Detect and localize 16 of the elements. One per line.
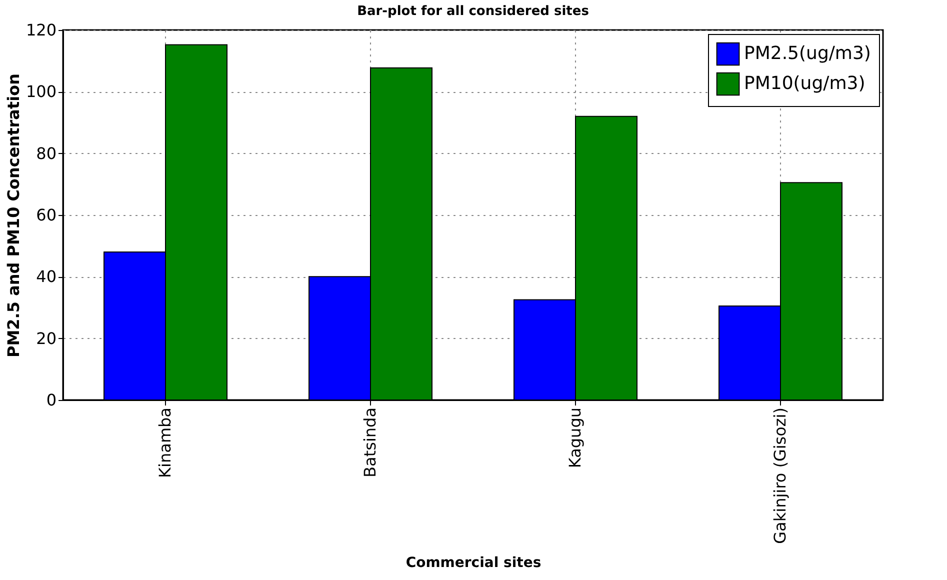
x-tick-label: Gakinjiro (Gisozi) xyxy=(770,408,790,544)
y-tick-label: 80 xyxy=(36,144,56,163)
x-axis-title: Commercial sites xyxy=(406,554,542,571)
y-tick-label: 100 xyxy=(26,82,56,102)
y-tick-label: 0 xyxy=(46,390,56,410)
y-tick-label: 20 xyxy=(36,328,56,348)
x-tick-label: Kinamba xyxy=(156,408,174,478)
x-tick-label: Kagugu xyxy=(566,408,584,468)
legend-label: PM10(ug/m3) xyxy=(744,73,866,94)
chart-title: Bar-plot for all considered sites xyxy=(357,4,590,19)
legend-label: PM2.5(ug/m3) xyxy=(744,43,871,64)
y-tick-label: 120 xyxy=(26,20,56,40)
y-tick-label: 40 xyxy=(36,267,56,286)
x-tick-label: Batsinda xyxy=(360,408,380,478)
y-axis-title: PM2.5 and PM10 Concentration xyxy=(4,74,23,358)
y-tick-label: 60 xyxy=(36,206,56,224)
